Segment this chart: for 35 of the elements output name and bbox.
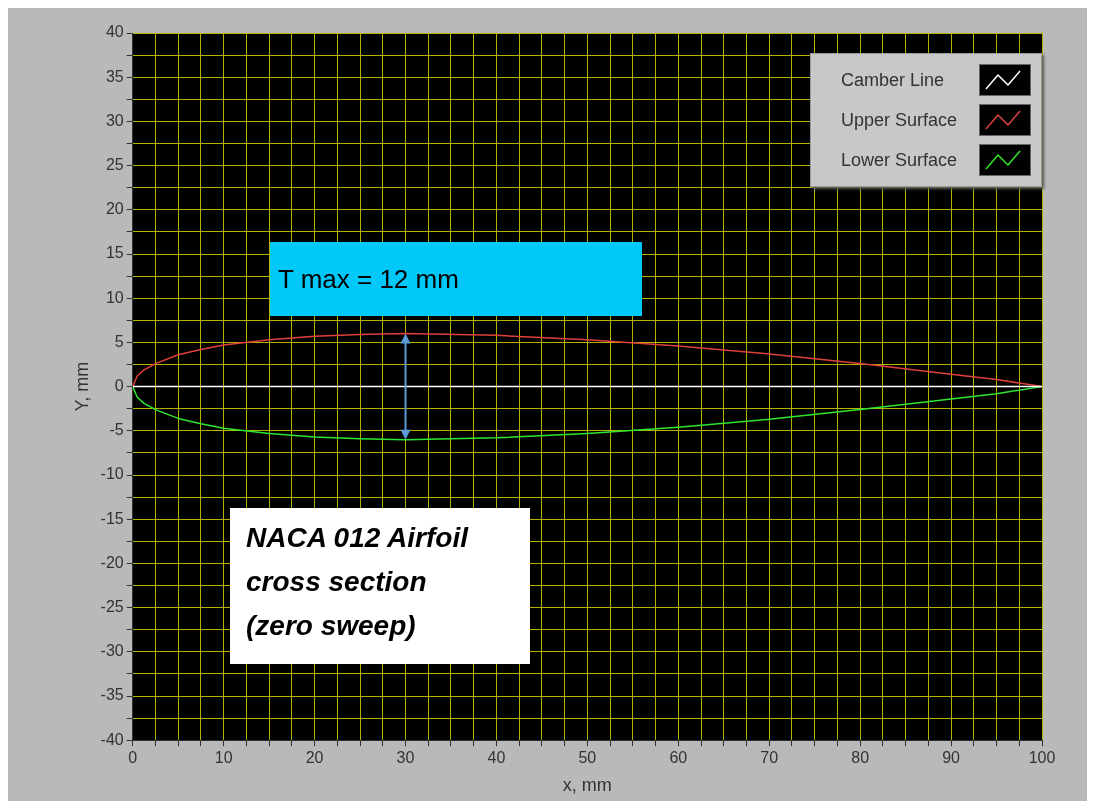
y-tick-label: 5 [114, 332, 124, 350]
x-tick-label: 20 [305, 749, 324, 767]
x-tick-label: 30 [396, 749, 415, 767]
x-tick-label: 90 [942, 749, 961, 767]
x-tick-label: 0 [128, 749, 138, 767]
legend-label: Camber Line [840, 69, 944, 91]
legend-label: Lower Surface [840, 149, 957, 171]
x-tick-label: 50 [578, 749, 597, 767]
y-tick-label: -40 [100, 730, 124, 748]
y-axis-title: Y, mm [71, 361, 92, 412]
y-tick-label: 20 [105, 200, 124, 218]
callout-box: T max = 12 mm [270, 242, 642, 316]
y-tick-label: 30 [105, 111, 124, 129]
y-tick-label: 25 [105, 156, 124, 174]
x-tick-label: 10 [214, 749, 233, 767]
legend-label: Upper Surface [840, 109, 957, 131]
caption-box: NACA 012 Airfoil cross section (zero sweep) [230, 508, 530, 664]
x-tick-label: 60 [669, 749, 688, 767]
y-tick-label: -20 [100, 553, 124, 571]
y-tick-label: -30 [100, 642, 124, 660]
y-tick-label: 10 [105, 288, 124, 306]
y-tick-label: 0 [114, 377, 124, 395]
x-tick-label: 80 [851, 749, 870, 767]
x-tick-label: 40 [487, 749, 506, 767]
x-tick-label: 100 [1028, 749, 1056, 767]
y-tick-label: -15 [100, 509, 124, 527]
x-axis-title: x, mm [562, 775, 612, 796]
y-tick-label: 35 [105, 67, 124, 85]
y-tick-label: -10 [100, 465, 124, 483]
y-tick-label: -35 [100, 686, 124, 704]
y-tick-label: -25 [100, 598, 124, 616]
y-tick-label: -5 [109, 421, 124, 439]
x-tick-label: 70 [760, 749, 779, 767]
y-tick-label: 15 [105, 244, 124, 262]
y-tick-label: 40 [105, 23, 124, 41]
